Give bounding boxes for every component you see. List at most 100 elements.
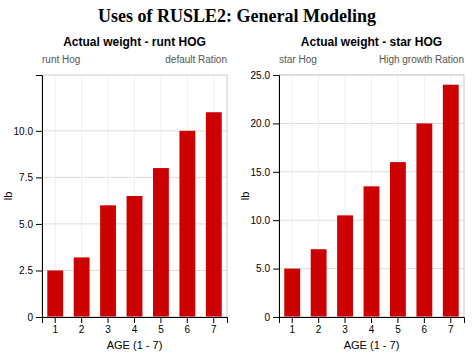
tick: 0	[264, 312, 279, 323]
chart: 02.55.07.510.01234567Actual weight - run…	[2, 35, 228, 351]
x-axis-title: AGE (1 - 7)	[107, 339, 163, 351]
tick-mark	[318, 317, 319, 323]
tick: 7	[448, 317, 454, 335]
tick: 3	[342, 317, 348, 335]
bar	[74, 257, 90, 317]
tick-mark	[424, 317, 425, 323]
tick-mark	[187, 317, 188, 323]
tick-mark	[55, 317, 56, 323]
tick-mark	[36, 177, 42, 178]
bar	[284, 269, 300, 317]
tick-mark	[273, 317, 279, 318]
bars	[284, 85, 458, 317]
bar	[100, 205, 116, 317]
tick-label: 5.0	[256, 263, 270, 274]
chart: 05.010.015.020.025.01234567Actual weight…	[239, 35, 465, 351]
tick-mark	[36, 131, 42, 132]
y-axis-title: lb	[2, 192, 14, 201]
tick: 4	[369, 317, 375, 335]
tick-label: 5	[395, 324, 401, 335]
tick-label: 0	[264, 312, 270, 323]
tick: 0	[27, 312, 42, 323]
grid	[279, 75, 464, 317]
tick-label: 7	[211, 324, 217, 335]
tick-label: 10.0	[251, 215, 271, 226]
plot-area: 0 2.5 5.0 7.5 10.0 1 2 3 4 5 6 7	[14, 75, 228, 335]
plot-frame	[279, 75, 464, 317]
x-axis-title: AGE (1 - 7)	[344, 339, 400, 351]
tick-mark	[273, 123, 279, 124]
axis-line	[36, 76, 43, 318]
tick: 5.0	[256, 263, 279, 274]
tick-mark	[36, 270, 42, 271]
tick-label: 3	[105, 324, 111, 335]
tick-mark	[160, 317, 161, 323]
annotation: High growth Ration	[379, 54, 464, 65]
axis-line	[280, 318, 465, 324]
tick: 2.5	[19, 265, 42, 276]
tick-label: 10.0	[14, 126, 34, 137]
tick-mark	[345, 317, 346, 323]
tick: 25.0	[251, 70, 279, 81]
figure: Uses of RUSLE2: General Modeling 0 2.5 5.0 7…	[0, 0, 474, 355]
bar	[127, 196, 143, 317]
bar	[416, 123, 432, 317]
tick: 15.0	[251, 167, 279, 178]
tick-mark	[450, 317, 451, 323]
bar	[390, 162, 406, 317]
tick-label: 0	[27, 312, 33, 323]
tick: 5.0	[19, 219, 42, 230]
tick: 1	[289, 317, 295, 335]
annotation: default Ration	[165, 54, 227, 65]
tick-label: 5	[158, 324, 164, 335]
tick-label: 20.0	[251, 118, 271, 129]
plot-frame	[42, 75, 227, 317]
annotation: runt Hog	[42, 54, 80, 65]
tick-mark	[81, 317, 82, 323]
tick-label: 4	[369, 324, 375, 335]
tick: 5	[158, 317, 164, 335]
tick-label: 1	[52, 324, 58, 335]
x-axis: 1 2 3 4 5 6 7	[280, 317, 465, 335]
tick: 2	[79, 317, 85, 335]
tick-mark	[134, 317, 135, 323]
bar	[311, 249, 327, 317]
y-axis: 0 5.0 10.0 15.0 20.0 25.0	[251, 70, 280, 323]
tick-label: 5.0	[19, 219, 33, 230]
tick: 4	[132, 317, 138, 335]
tick: 7	[211, 317, 217, 335]
tick-label: 7.5	[19, 172, 33, 183]
axis-line	[43, 318, 228, 324]
bar	[153, 168, 169, 317]
tick-mark	[273, 220, 279, 221]
tick: 6	[185, 317, 191, 335]
tick: 10.0	[251, 215, 279, 226]
tick-mark	[273, 172, 279, 173]
tick: 7.5	[19, 172, 42, 183]
tick: 6	[422, 317, 428, 335]
bar	[443, 85, 459, 317]
bar	[47, 270, 63, 317]
tick-label: 6	[185, 324, 191, 335]
tick: 5	[395, 317, 401, 335]
tick-label: 25.0	[251, 70, 271, 81]
tick-mark	[273, 269, 279, 270]
axis-line	[273, 76, 280, 318]
tick: 20.0	[251, 118, 279, 129]
plot-area: 0 5.0 10.0 15.0 20.0 25.0 1 2 3 4 5 6 7	[251, 70, 465, 335]
tick-label: 6	[422, 324, 428, 335]
bar	[179, 131, 195, 317]
bar	[206, 112, 222, 317]
tick-mark	[213, 317, 214, 323]
tick: 2	[316, 317, 322, 335]
tick-mark	[292, 317, 293, 323]
tick-label: 3	[342, 324, 348, 335]
x-axis: 1 2 3 4 5 6 7	[43, 317, 228, 335]
tick: 10.0	[14, 126, 42, 137]
figure-title: Uses of RUSLE2: General Modeling	[98, 6, 376, 26]
y-axis-title: lb	[239, 192, 251, 201]
tick-mark	[36, 224, 42, 225]
tick-mark	[371, 317, 372, 323]
tick: 3	[105, 317, 111, 335]
tick-mark	[108, 317, 109, 323]
